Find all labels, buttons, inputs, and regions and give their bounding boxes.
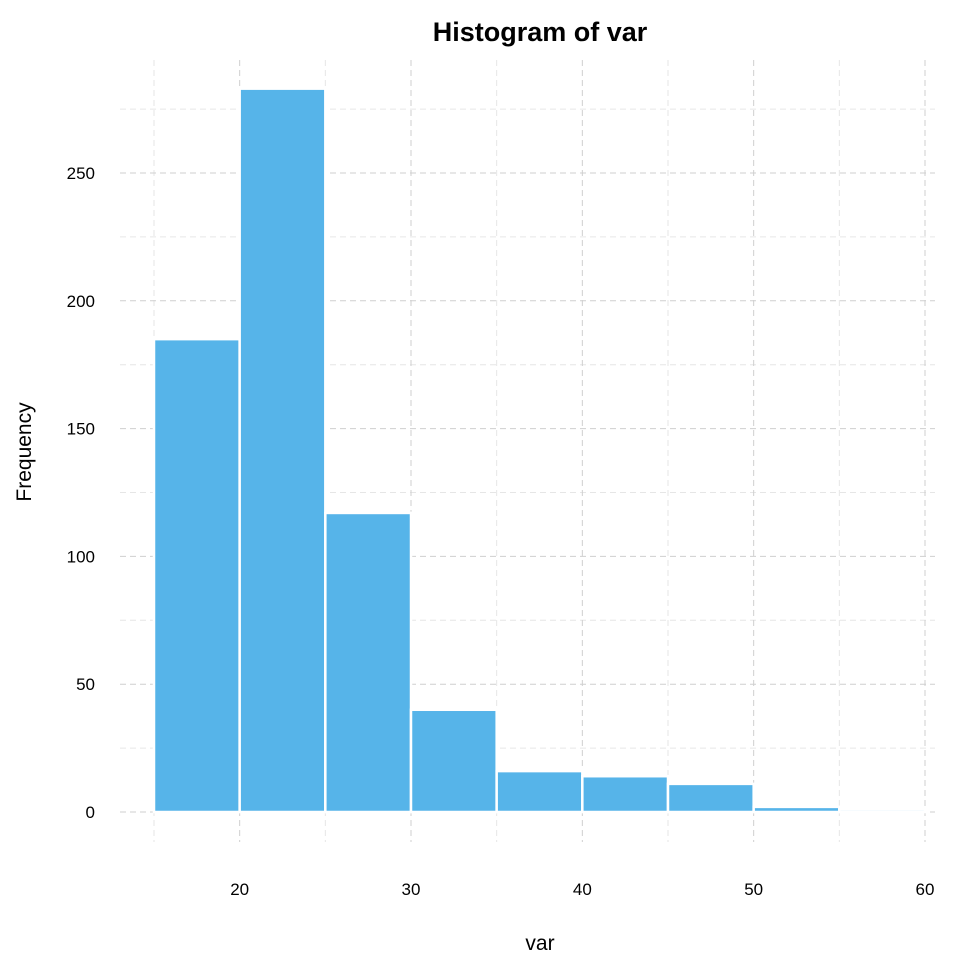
histogram-bar xyxy=(152,337,241,814)
x-tick-label: 40 xyxy=(573,880,592,899)
y-tick-label: 100 xyxy=(67,547,95,566)
y-tick-label: 250 xyxy=(67,164,95,183)
histogram-bar xyxy=(666,782,755,814)
histogram-bar xyxy=(324,511,413,814)
histogram-bars xyxy=(152,87,927,814)
y-axis-label: Frequency xyxy=(13,402,36,502)
histogram-bar xyxy=(495,769,584,814)
histogram-bar xyxy=(752,805,841,814)
chart-title: Histogram of var xyxy=(433,17,648,47)
x-axis-label: var xyxy=(525,932,554,955)
histogram-bar xyxy=(838,808,927,814)
y-tick-label: 0 xyxy=(86,803,95,822)
y-tick-label: 150 xyxy=(67,420,95,439)
x-tick-label: 20 xyxy=(230,880,249,899)
histogram-bar xyxy=(238,87,327,814)
x-tick-label: 60 xyxy=(916,880,935,899)
x-tick-label: 30 xyxy=(402,880,421,899)
histogram-bar xyxy=(409,708,498,814)
x-tick-label: 50 xyxy=(744,880,763,899)
axis-ticks: 20 30 40 50 60 0 50 100 150 200 250 xyxy=(67,164,935,899)
y-tick-label: 50 xyxy=(76,675,95,694)
y-tick-label: 200 xyxy=(67,292,95,311)
histogram-bar xyxy=(581,774,670,814)
